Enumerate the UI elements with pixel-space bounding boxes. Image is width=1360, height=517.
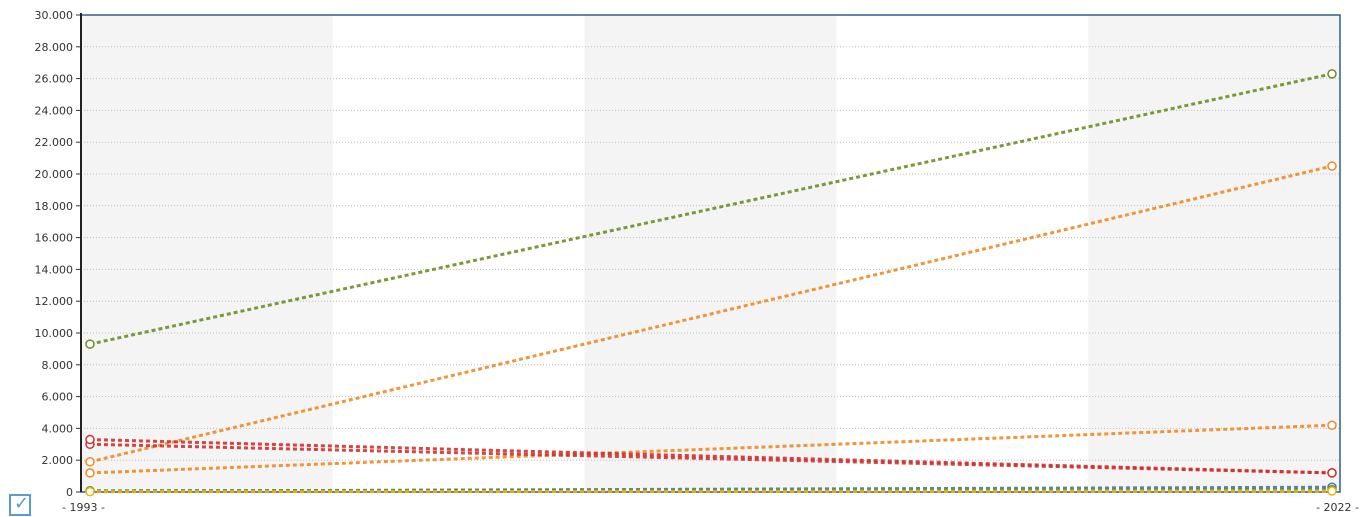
data-point [85, 457, 95, 467]
background-band [584, 15, 837, 492]
series-8 [85, 486, 1337, 497]
series-5 [85, 434, 1337, 478]
y-tick-label: 16.000 [35, 232, 74, 245]
data-point [1327, 161, 1337, 171]
checkbox-checked-icon: ✓ [14, 493, 30, 514]
data-point [1327, 468, 1337, 478]
y-tick-label: 10.000 [35, 327, 74, 340]
series-3 [85, 420, 1337, 478]
series-1 [85, 69, 1337, 349]
y-tick-label: 18.000 [35, 200, 74, 213]
data-point [85, 434, 95, 445]
y-tick-label: 26.000 [35, 73, 74, 86]
y-tick-label: 28.000 [35, 41, 74, 54]
y-tick-label: 12.000 [35, 295, 74, 308]
y-tick-label: 2.000 [42, 454, 74, 467]
data-point [1327, 420, 1337, 430]
y-tick-label: 8.000 [42, 359, 74, 372]
y-tick-label: 24.000 [35, 104, 74, 117]
series-toggle-checkbox[interactable]: ✓ [9, 493, 31, 516]
data-point [85, 468, 95, 478]
data-point [1327, 486, 1337, 496]
y-tick-label: 14.000 [35, 263, 74, 276]
x-tick-label: - 1993 - [62, 501, 105, 514]
background-band [1088, 15, 1340, 492]
y-tick-label: 30.000 [35, 9, 74, 22]
x-tick-label: - 2022 - [1316, 501, 1359, 514]
series-2 [85, 161, 1337, 467]
y-tick-label: 4.000 [42, 422, 74, 435]
y-tick-label: 20.000 [35, 168, 74, 181]
y-tick-label: 0 [66, 486, 73, 499]
series-line [89, 164, 1333, 464]
series-line [89, 72, 1333, 346]
data-point [1327, 69, 1337, 79]
data-point [85, 339, 95, 349]
y-tick-label: 6.000 [42, 391, 74, 404]
y-tick-label: 22.000 [35, 136, 74, 149]
data-point [85, 486, 95, 497]
background-band [81, 15, 333, 492]
